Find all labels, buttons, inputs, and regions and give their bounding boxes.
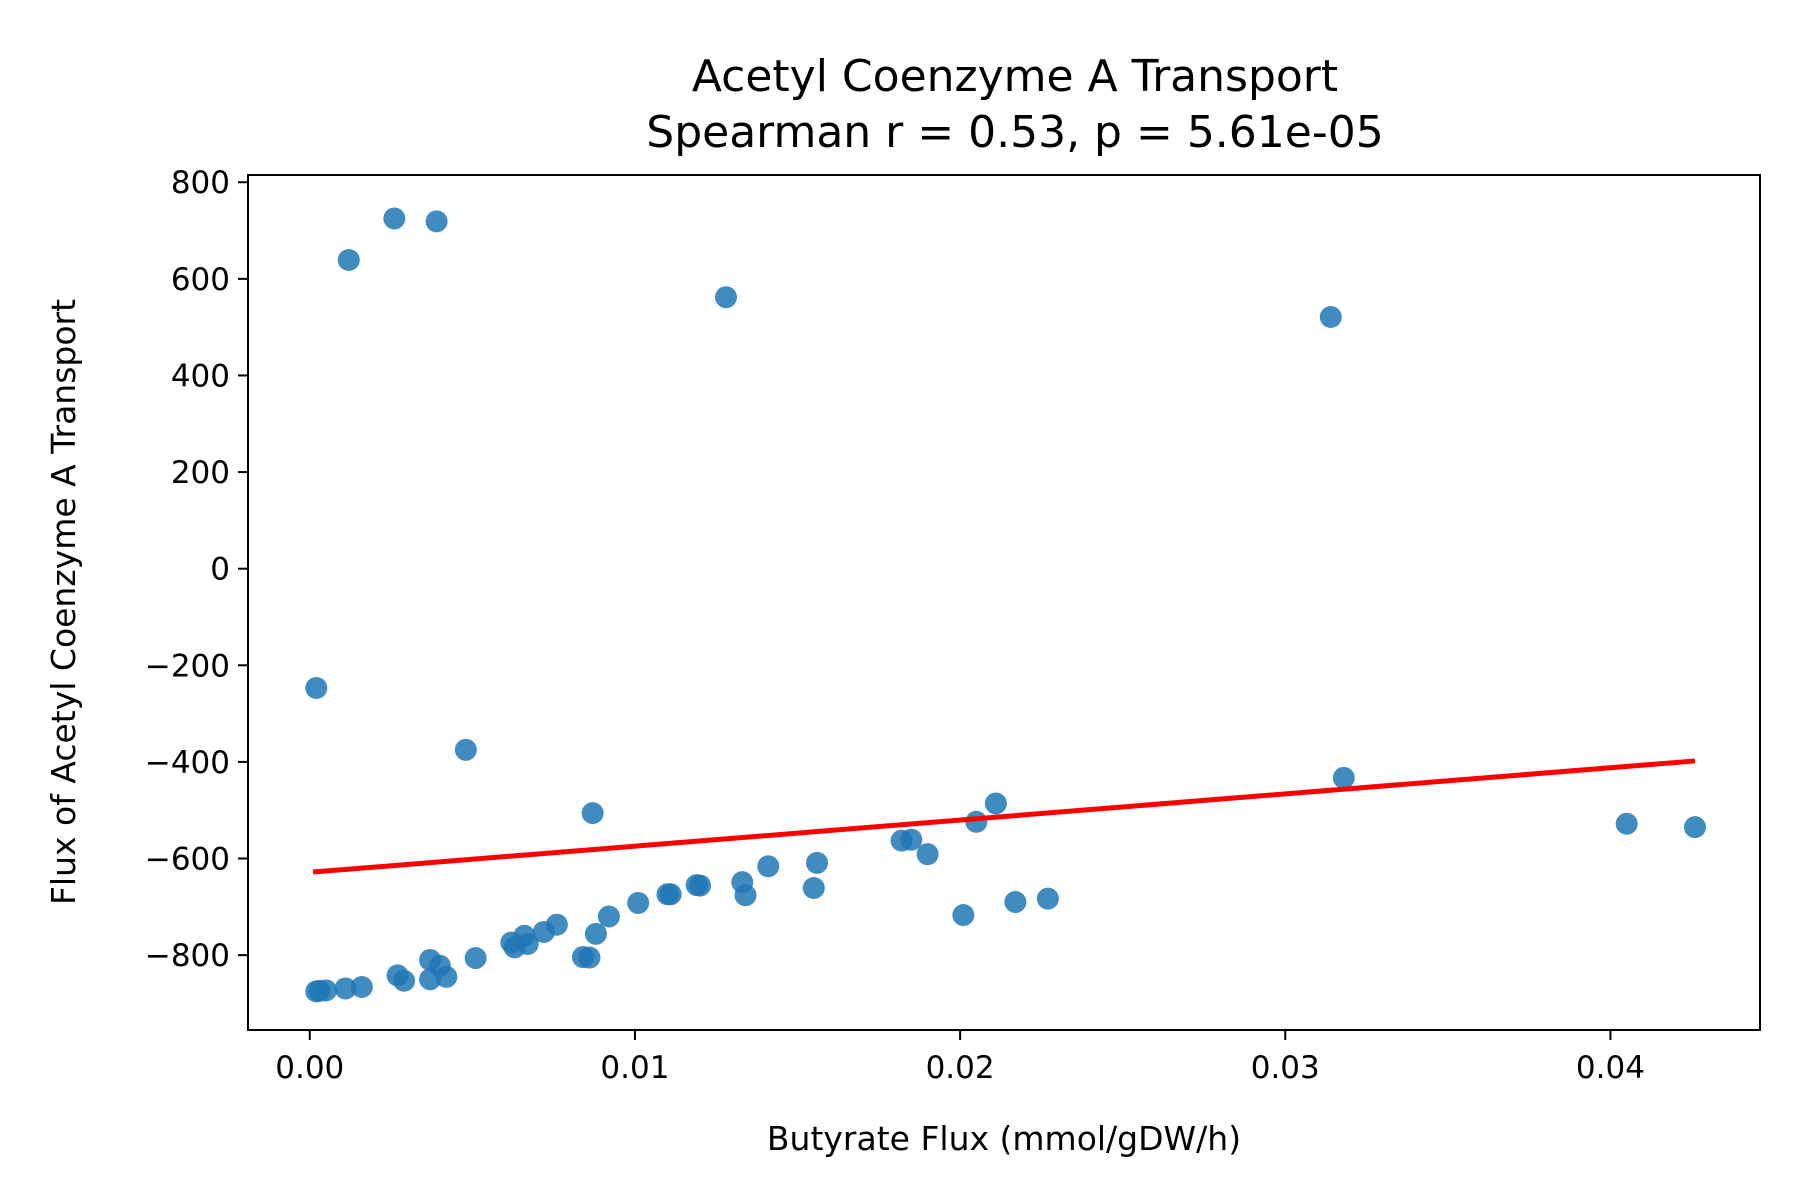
- data-point: [952, 904, 975, 927]
- regression-fit-line: [312, 758, 1696, 875]
- data-point: [1036, 887, 1059, 910]
- data-point: [806, 851, 829, 874]
- y-tick-label: 0: [210, 552, 230, 588]
- chart-title: Acetyl Coenzyme A Transport: [692, 51, 1338, 102]
- data-point: [578, 946, 601, 969]
- data-point: [454, 738, 477, 761]
- data-point: [383, 207, 406, 230]
- chart-subtitle: Spearman r = 0.53, p = 5.61e-05: [646, 107, 1383, 158]
- y-tick-label: 200: [171, 455, 230, 491]
- plot-area-frame: [247, 174, 1761, 1031]
- y-tick-label: 800: [171, 165, 230, 201]
- data-point: [597, 905, 620, 928]
- data-point: [1319, 306, 1342, 329]
- data-point: [584, 922, 607, 945]
- data-point: [900, 828, 923, 851]
- data-point: [685, 874, 708, 897]
- data-point: [1004, 890, 1027, 913]
- x-axis-label: Butyrate Flux (mmol/gDW/h): [767, 1119, 1241, 1158]
- x-tick-label: 0.02: [926, 1050, 995, 1086]
- y-axis-label: Flux of Acetyl Coenzyme A Transport: [44, 299, 83, 905]
- data-point: [627, 891, 650, 914]
- y-tick-label: −800: [145, 938, 230, 974]
- data-point: [656, 883, 679, 906]
- data-point: [734, 884, 757, 907]
- data-point: [350, 976, 373, 999]
- y-tick-label: −600: [145, 842, 230, 878]
- y-tick-label: 600: [171, 262, 230, 298]
- data-point: [337, 249, 360, 272]
- x-tick-label: 0.03: [1251, 1050, 1320, 1086]
- x-tick-label: 0.04: [1576, 1050, 1645, 1086]
- data-point: [1332, 766, 1355, 789]
- data-point: [984, 792, 1007, 815]
- data-point: [757, 855, 780, 878]
- data-point: [305, 980, 328, 1003]
- y-tick-label: 400: [171, 358, 230, 394]
- data-point: [714, 286, 737, 309]
- data-points: [305, 207, 1706, 1003]
- data-point: [916, 843, 939, 866]
- data-point: [503, 936, 526, 959]
- x-tick-label: 0.01: [600, 1050, 669, 1086]
- y-axis-ticks: −800 −600 −400 −200 0 200 400 600 800: [145, 165, 248, 974]
- fit-line-layer: [312, 758, 1696, 875]
- data-point: [1683, 816, 1706, 839]
- data-point: [334, 977, 357, 1000]
- x-axis-ticks: 0.00 0.01 0.02 0.03 0.04: [275, 1030, 1645, 1086]
- data-point: [1615, 812, 1638, 835]
- data-point: [305, 677, 328, 699]
- y-tick-label: −400: [145, 745, 230, 781]
- data-point: [464, 947, 487, 970]
- data-point: [419, 968, 442, 991]
- data-point: [802, 876, 825, 899]
- data-point: [425, 210, 448, 233]
- y-tick-label: −200: [145, 648, 230, 684]
- x-tick-label: 0.00: [275, 1050, 344, 1086]
- data-point: [393, 969, 416, 992]
- data-point: [532, 920, 555, 943]
- data-point: [435, 965, 458, 988]
- data-point: [581, 802, 604, 825]
